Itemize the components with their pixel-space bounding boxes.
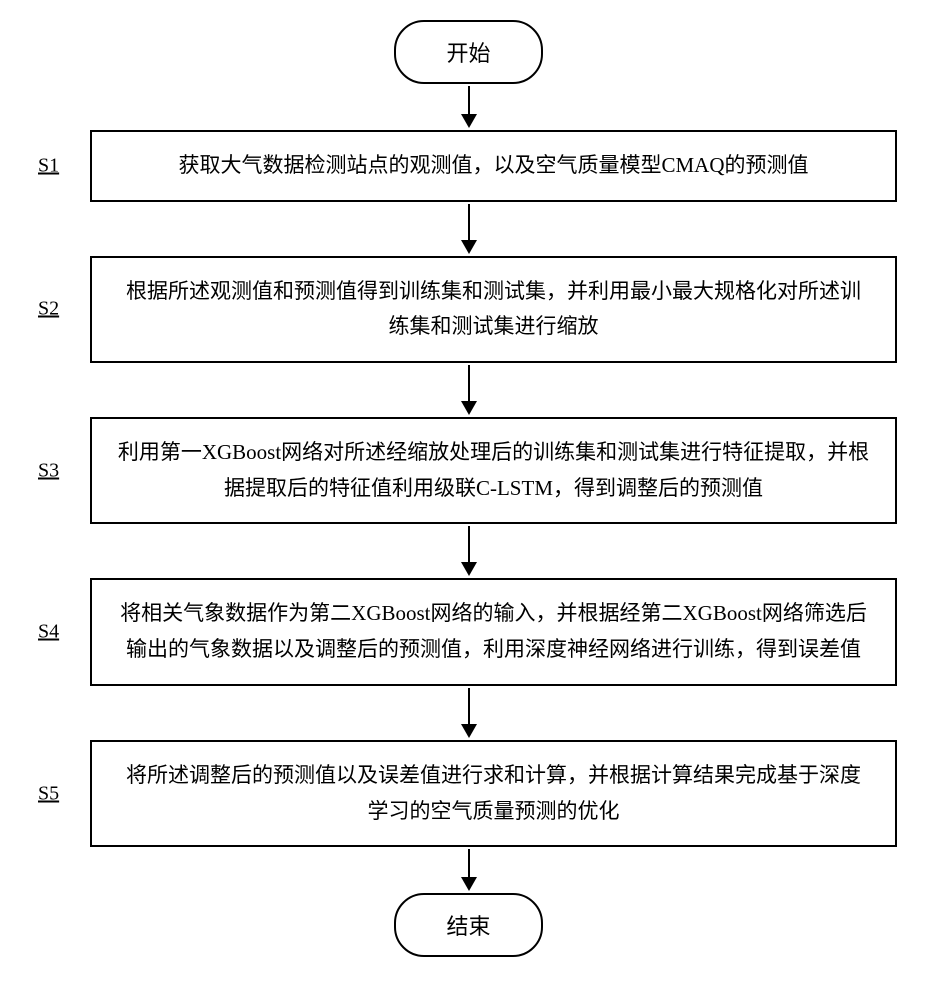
process-text-s5: 将所述调整后的预测值以及误差值进行求和计算，并根据计算结果完成基于深度学习的空气…: [116, 758, 871, 829]
arrow: [461, 84, 477, 130]
step-label-s4: S4: [38, 621, 59, 644]
process-s2: 根据所述观测值和预测值得到训练集和测试集，并利用最小最大规格化对所述训练集和测试…: [90, 256, 897, 363]
process-s4: 将相关气象数据作为第二XGBoost网络的输入，并根据经第二XGBoost网络筛…: [90, 578, 897, 685]
end-terminator: 结束: [394, 893, 542, 957]
process-row-s5: S5 将所述调整后的预测值以及误差值进行求和计算，并根据计算结果完成基于深度学习…: [40, 740, 897, 847]
start-label: 开始: [446, 41, 490, 66]
process-text-s4: 将相关气象数据作为第二XGBoost网络的输入，并根据经第二XGBoost网络筛…: [116, 596, 871, 667]
step-label-s1: S1: [38, 154, 59, 177]
arrow: [461, 686, 477, 740]
process-text-s2: 根据所述观测值和预测值得到训练集和测试集，并利用最小最大规格化对所述训练集和测试…: [116, 274, 871, 345]
process-text-s3: 利用第一XGBoost网络对所述经缩放处理后的训练集和测试集进行特征提取，并根据…: [116, 435, 871, 506]
flowchart-container: 开始 S1 获取大气数据检测站点的观测值，以及空气质量模型CMAQ的预测值 S2…: [40, 20, 897, 957]
arrow: [461, 847, 477, 893]
process-row-s4: S4 将相关气象数据作为第二XGBoost网络的输入，并根据经第二XGBoost…: [40, 578, 897, 685]
process-s3: 利用第一XGBoost网络对所述经缩放处理后的训练集和测试集进行特征提取，并根据…: [90, 417, 897, 524]
arrow: [461, 202, 477, 256]
process-text-s1: 获取大气数据检测站点的观测值，以及空气质量模型CMAQ的预测值: [178, 148, 808, 184]
arrow: [461, 363, 477, 417]
step-label-s3: S3: [38, 459, 59, 482]
start-terminator: 开始: [394, 20, 542, 84]
process-s5: 将所述调整后的预测值以及误差值进行求和计算，并根据计算结果完成基于深度学习的空气…: [90, 740, 897, 847]
process-row-s1: S1 获取大气数据检测站点的观测值，以及空气质量模型CMAQ的预测值: [40, 130, 897, 202]
process-s1: 获取大气数据检测站点的观测值，以及空气质量模型CMAQ的预测值: [90, 130, 897, 202]
process-row-s2: S2 根据所述观测值和预测值得到训练集和测试集，并利用最小最大规格化对所述训练集…: [40, 256, 897, 363]
step-label-s5: S5: [38, 782, 59, 805]
arrow: [461, 524, 477, 578]
step-label-s2: S2: [38, 298, 59, 321]
end-label: 结束: [446, 914, 490, 939]
process-row-s3: S3 利用第一XGBoost网络对所述经缩放处理后的训练集和测试集进行特征提取，…: [40, 417, 897, 524]
